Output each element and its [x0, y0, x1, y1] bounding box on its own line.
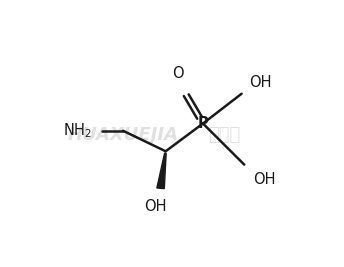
Text: NH$_2$: NH$_2$ — [63, 121, 92, 140]
Text: O: O — [172, 66, 183, 81]
Text: OH: OH — [253, 171, 276, 187]
Text: OH: OH — [144, 199, 166, 214]
Text: HUAXUEJIA: HUAXUEJIA — [67, 126, 179, 144]
Text: 化学加: 化学加 — [208, 126, 240, 144]
Text: P: P — [197, 116, 208, 131]
Polygon shape — [157, 153, 166, 189]
Text: OH: OH — [249, 75, 271, 90]
